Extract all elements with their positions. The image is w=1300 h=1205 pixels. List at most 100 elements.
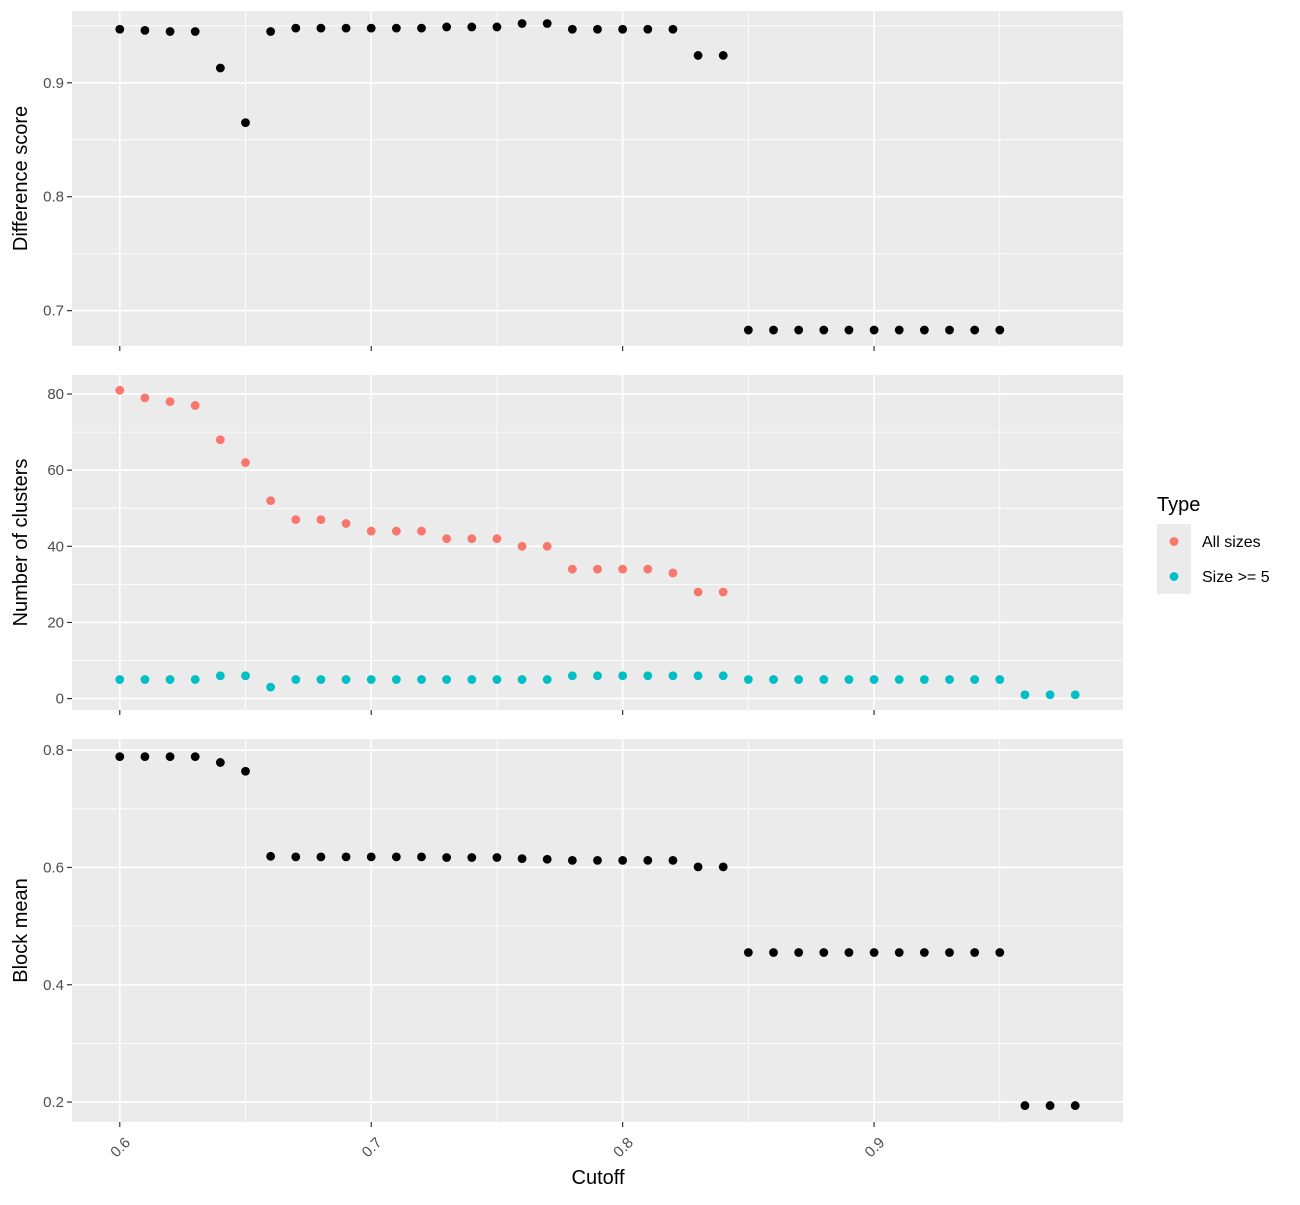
data-point <box>467 675 477 684</box>
data-point <box>718 671 728 681</box>
data-point <box>115 752 125 761</box>
data-point <box>718 51 728 60</box>
data-point <box>718 862 728 872</box>
legend-key-point <box>1169 537 1179 546</box>
data-point <box>140 393 150 403</box>
series-1 <box>115 385 728 597</box>
data-point <box>593 564 602 574</box>
data-point <box>643 564 653 574</box>
data-point <box>366 526 376 536</box>
data-point <box>945 675 954 684</box>
data-point <box>844 948 854 957</box>
data-point <box>869 325 879 335</box>
y-tick-label: 0.7 <box>43 303 64 320</box>
data-point <box>844 325 854 335</box>
data-point <box>794 948 804 957</box>
data-point <box>165 27 175 36</box>
data-point <box>140 752 150 761</box>
data-point <box>190 752 200 761</box>
y-tick-label: 0.2 <box>43 1094 64 1111</box>
data-point <box>869 675 879 684</box>
data-point <box>819 675 829 684</box>
data-point <box>391 23 401 33</box>
data-point <box>542 675 552 684</box>
data-point <box>266 682 276 692</box>
data-point <box>542 541 552 551</box>
data-point <box>492 853 502 862</box>
data-point <box>492 675 502 684</box>
data-point <box>643 856 653 865</box>
data-point <box>291 515 301 525</box>
data-point <box>995 948 1005 957</box>
panel-background <box>72 375 1123 710</box>
data-point <box>593 671 602 681</box>
data-point <box>215 63 225 73</box>
data-point <box>467 853 477 862</box>
data-point <box>291 23 301 33</box>
data-point <box>769 948 778 957</box>
data-point <box>442 22 452 32</box>
data-point <box>794 325 804 335</box>
data-point <box>366 23 376 33</box>
data-point <box>593 24 602 34</box>
data-point <box>668 568 678 578</box>
data-point <box>1070 1101 1080 1110</box>
data-point <box>970 325 980 335</box>
series-1 <box>115 19 1005 335</box>
data-point <box>165 675 175 684</box>
data-point <box>241 118 250 128</box>
data-point <box>165 397 175 407</box>
data-point <box>341 23 351 33</box>
data-point <box>241 766 250 776</box>
data-point <box>618 24 628 34</box>
data-point <box>769 325 778 335</box>
data-point <box>869 948 879 957</box>
data-point <box>316 852 326 862</box>
data-point <box>291 675 301 684</box>
data-point <box>517 675 527 684</box>
data-point <box>417 23 426 33</box>
data-point <box>542 854 552 864</box>
y-axis-title: Number of clusters <box>10 459 32 627</box>
data-point <box>894 675 904 684</box>
data-point <box>266 27 276 36</box>
data-point <box>517 19 527 28</box>
data-point <box>215 758 225 767</box>
data-point <box>844 675 854 684</box>
data-point <box>567 856 577 865</box>
data-point <box>115 385 125 395</box>
data-point <box>517 854 527 864</box>
y-tick-label: 0.6 <box>43 859 64 876</box>
data-point <box>618 856 628 865</box>
data-point <box>291 852 301 862</box>
data-point <box>743 948 753 957</box>
data-point <box>417 526 426 536</box>
data-point <box>970 948 980 957</box>
data-point <box>819 948 829 957</box>
data-point <box>366 675 376 684</box>
data-point <box>391 526 401 536</box>
data-point <box>919 675 929 684</box>
data-point <box>668 671 678 681</box>
y-tick-label: 0.4 <box>43 977 64 994</box>
data-point <box>417 675 426 684</box>
data-point <box>417 852 426 862</box>
data-point <box>919 948 929 957</box>
data-point <box>341 852 351 862</box>
x-axis-title: Cutoff <box>572 1167 625 1189</box>
data-point <box>165 752 175 761</box>
data-point <box>567 671 577 681</box>
y-tick-label: 0.8 <box>43 742 64 759</box>
y-tick-label: 0.9 <box>43 75 64 92</box>
data-point <box>567 564 577 574</box>
legend-key-point <box>1169 572 1179 581</box>
data-point <box>391 852 401 862</box>
y-tick-label: 20 <box>47 614 64 631</box>
data-point <box>266 496 276 506</box>
data-point <box>341 675 351 684</box>
data-point <box>467 534 477 544</box>
data-point <box>442 853 452 862</box>
data-point <box>1070 690 1080 700</box>
